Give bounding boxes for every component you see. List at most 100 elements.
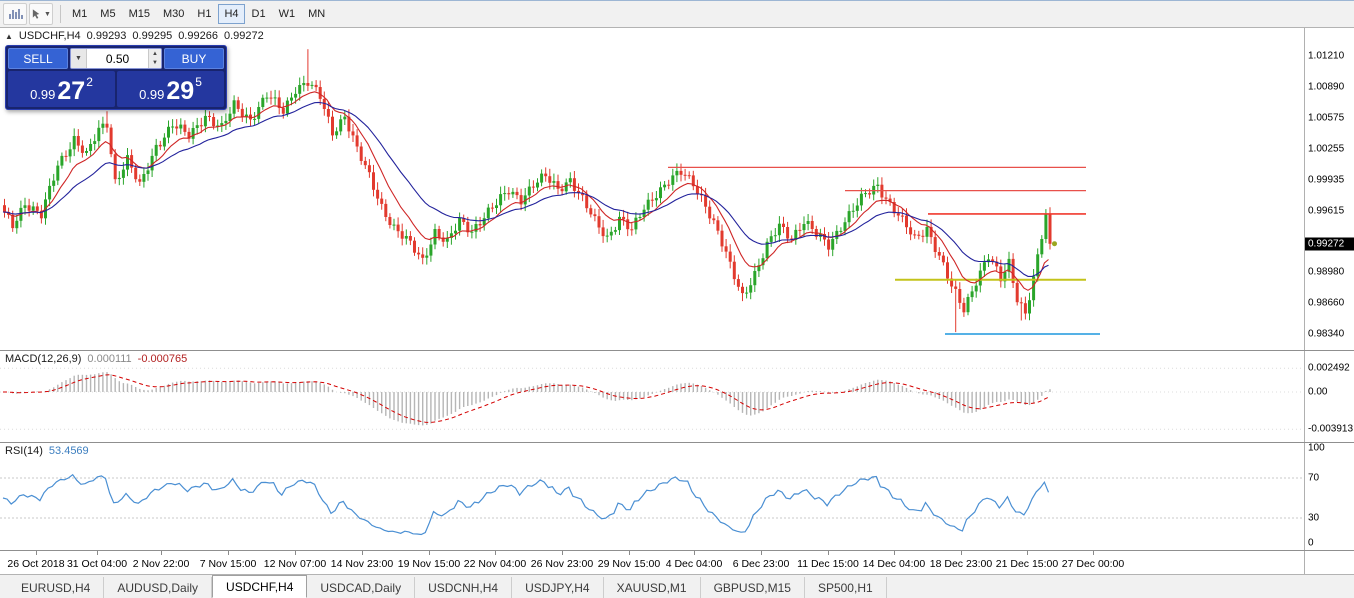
macd-signal-value: -0.000765: [137, 353, 188, 365]
timeframe-button-m1[interactable]: M1: [72, 8, 88, 20]
tab-audusd-daily[interactable]: AUDUSD,Daily: [104, 577, 213, 598]
toolbar-separator: [60, 5, 61, 23]
time-label: 19 Nov 15:00: [397, 558, 461, 570]
cursor-tool-button[interactable]: ▼: [29, 3, 53, 25]
tab-gbpusd-m15[interactable]: GBPUSD,M15: [701, 577, 805, 598]
tab-eurusd-h4[interactable]: EURUSD,H4: [8, 577, 105, 598]
bid-prefix: 0.99: [30, 87, 56, 102]
timeframe-group: M1 M5 M15 M30 H1 H4 D1 W1 MN: [66, 4, 331, 24]
volume-dropdown-icon[interactable]: ▼: [71, 49, 87, 68]
timeframe-button-m15[interactable]: M15: [128, 8, 150, 20]
ohlc-high: 0.99295: [132, 30, 173, 42]
rsi-line: [2, 473, 1050, 536]
spin-up-icon[interactable]: ▲: [149, 49, 161, 59]
rsi-axis-label: 100: [1308, 443, 1325, 454]
timeframe-button-h1[interactable]: H1: [197, 8, 212, 20]
time-label: 4 Dec 04:00: [665, 558, 723, 570]
macd-panel: MACD(12,26,9) 0.000111 -0.000765 0.00249…: [0, 350, 1354, 442]
price-axis-label: 1.01210: [1308, 50, 1345, 62]
macd-canvas[interactable]: MACD(12,26,9) 0.000111 -0.000765: [0, 351, 1304, 442]
macd-axis-label: 0.00: [1308, 386, 1328, 398]
ask-quote[interactable]: 0.99 29 5: [117, 71, 224, 107]
time-tick: [362, 551, 363, 555]
bid-fraction: 2: [86, 75, 93, 89]
time-label: 14 Nov 23:00: [330, 558, 394, 570]
price-axis-label: 0.99935: [1308, 174, 1345, 185]
time-label: 26 Oct 2018: [7, 558, 65, 570]
tab-xauusd-m1[interactable]: XAUUSD,M1: [604, 577, 701, 598]
tab-usdcnh-h4[interactable]: USDCNH,H4: [415, 577, 513, 598]
timeframe-button-d1[interactable]: D1: [251, 8, 266, 20]
chevron-down-icon: ▼: [44, 10, 51, 18]
time-tick: [429, 551, 430, 555]
price-axis-label: 0.99615: [1308, 205, 1345, 216]
timeframe-button-m5[interactable]: M5: [100, 8, 116, 20]
spin-down-icon[interactable]: ▼: [149, 58, 161, 68]
timeframe-button-m30[interactable]: M30: [162, 8, 185, 20]
price-axis-label: 1.00890: [1308, 81, 1345, 93]
symbol-title: USDCHF,H4: [18, 30, 81, 42]
time-label: 6 Dec 23:00: [732, 558, 790, 570]
volume-spinner[interactable]: ▲ ▼: [148, 49, 161, 68]
macd-label: MACD(12,26,9) 0.000111 -0.000765: [5, 353, 187, 365]
current-price-tag: 0.99272: [1305, 237, 1354, 251]
tab-usdcad-daily[interactable]: USDCAD,Daily: [307, 577, 416, 598]
price-axis[interactable]: 1.01210 1.00890 1.00575 1.00255 0.99935 0.996…: [1304, 28, 1354, 350]
macd-axis[interactable]: 0.002492 0.00 -0.003913: [1304, 351, 1354, 442]
bid-quote[interactable]: 0.99 27 2: [8, 71, 115, 107]
rsi-canvas[interactable]: RSI(14) 53.4569: [0, 443, 1304, 550]
chart-type-button[interactable]: [3, 3, 27, 25]
time-label: 27 Dec 00:00: [1061, 558, 1125, 570]
sell-button[interactable]: SELL: [8, 48, 68, 69]
toolbar: ▼ M1 M5 M15 M30 H1 H4 D1 W1 MN: [0, 0, 1354, 28]
tab-usdchf-h4[interactable]: USDCHF,H4: [212, 575, 308, 598]
buy-button[interactable]: BUY: [164, 48, 224, 69]
chart-area: ▲ USDCHF,H4 0.99293 0.99295 0.99266 0.99…: [0, 28, 1354, 574]
time-label: 29 Nov 15:00: [597, 558, 661, 570]
rsi-panel: RSI(14) 53.4569 100 70 30 0: [0, 442, 1354, 550]
time-label: 12 Nov 07:00: [263, 558, 327, 570]
macd-axis-label: 0.002492: [1308, 362, 1350, 374]
tab-sp500-h1[interactable]: SP500,H1: [805, 577, 887, 598]
main-chart-canvas[interactable]: ▲ USDCHF,H4 0.99293 0.99295 0.99266 0.99…: [0, 28, 1304, 350]
time-tick: [629, 551, 630, 555]
time-label: 21 Dec 15:00: [995, 558, 1059, 570]
time-tick: [495, 551, 496, 555]
last-price-dot: [1052, 241, 1057, 247]
volume-value[interactable]: 0.50: [105, 51, 130, 66]
chart-header: ▲ USDCHF,H4 0.99293 0.99295 0.99266 0.99…: [5, 30, 264, 42]
time-tick: [828, 551, 829, 555]
rsi-svg: [0, 473, 1304, 536]
rsi-axis[interactable]: 100 70 30 0: [1304, 443, 1354, 550]
timeframe-button-w1[interactable]: W1: [278, 8, 296, 20]
timeframe-button-h4[interactable]: H4: [218, 4, 245, 24]
ma-slow-line: [2, 101, 1049, 277]
volume-combo[interactable]: ▼ 0.50 ▲ ▼: [70, 48, 162, 69]
timeframe-button-mn[interactable]: MN: [308, 8, 326, 20]
time-tick: [694, 551, 695, 555]
symbol-marker-icon: ▲: [5, 31, 13, 41]
bid-pips: 27: [57, 77, 86, 105]
tab-usdjpy-h4[interactable]: USDJPY,H4: [512, 577, 604, 598]
price-axis-label: 1.00255: [1308, 143, 1345, 154]
rsi-name: RSI(14): [5, 445, 43, 457]
time-label: 2 Nov 22:00: [132, 558, 190, 570]
price-axis-label: 0.98340: [1308, 328, 1345, 340]
ohlc-close: 0.99272: [223, 30, 264, 42]
time-tick: [295, 551, 296, 555]
main-chart-panel: ▲ USDCHF,H4 0.99293 0.99295 0.99266 0.99…: [0, 28, 1354, 350]
time-label: 7 Nov 15:00: [199, 558, 257, 570]
time-tick: [36, 551, 37, 555]
ohlc-low: 0.99266: [178, 30, 218, 42]
macd-signal-line: [3, 374, 1049, 424]
time-label: 26 Nov 23:00: [530, 558, 594, 570]
price-axis-label: 0.98980: [1308, 266, 1345, 278]
trade-controls-row: SELL ▼ 0.50 ▲ ▼ BUY: [6, 46, 226, 71]
ask-pips: 29: [166, 77, 195, 105]
one-click-trade-panel: SELL ▼ 0.50 ▲ ▼ BUY 0.99 27 2: [5, 45, 227, 110]
ma-fast-line: [2, 91, 1049, 291]
time-label: 31 Oct 04:00: [66, 558, 128, 570]
time-axis-canvas[interactable]: 26 Oct 2018 31 Oct 04:00 2 Nov 22:00 7 Nov …: [0, 551, 1304, 574]
time-axis[interactable]: 26 Oct 2018 31 Oct 04:00 2 Nov 22:00 7 Nov …: [0, 550, 1354, 574]
ask-fraction: 5: [195, 75, 202, 89]
